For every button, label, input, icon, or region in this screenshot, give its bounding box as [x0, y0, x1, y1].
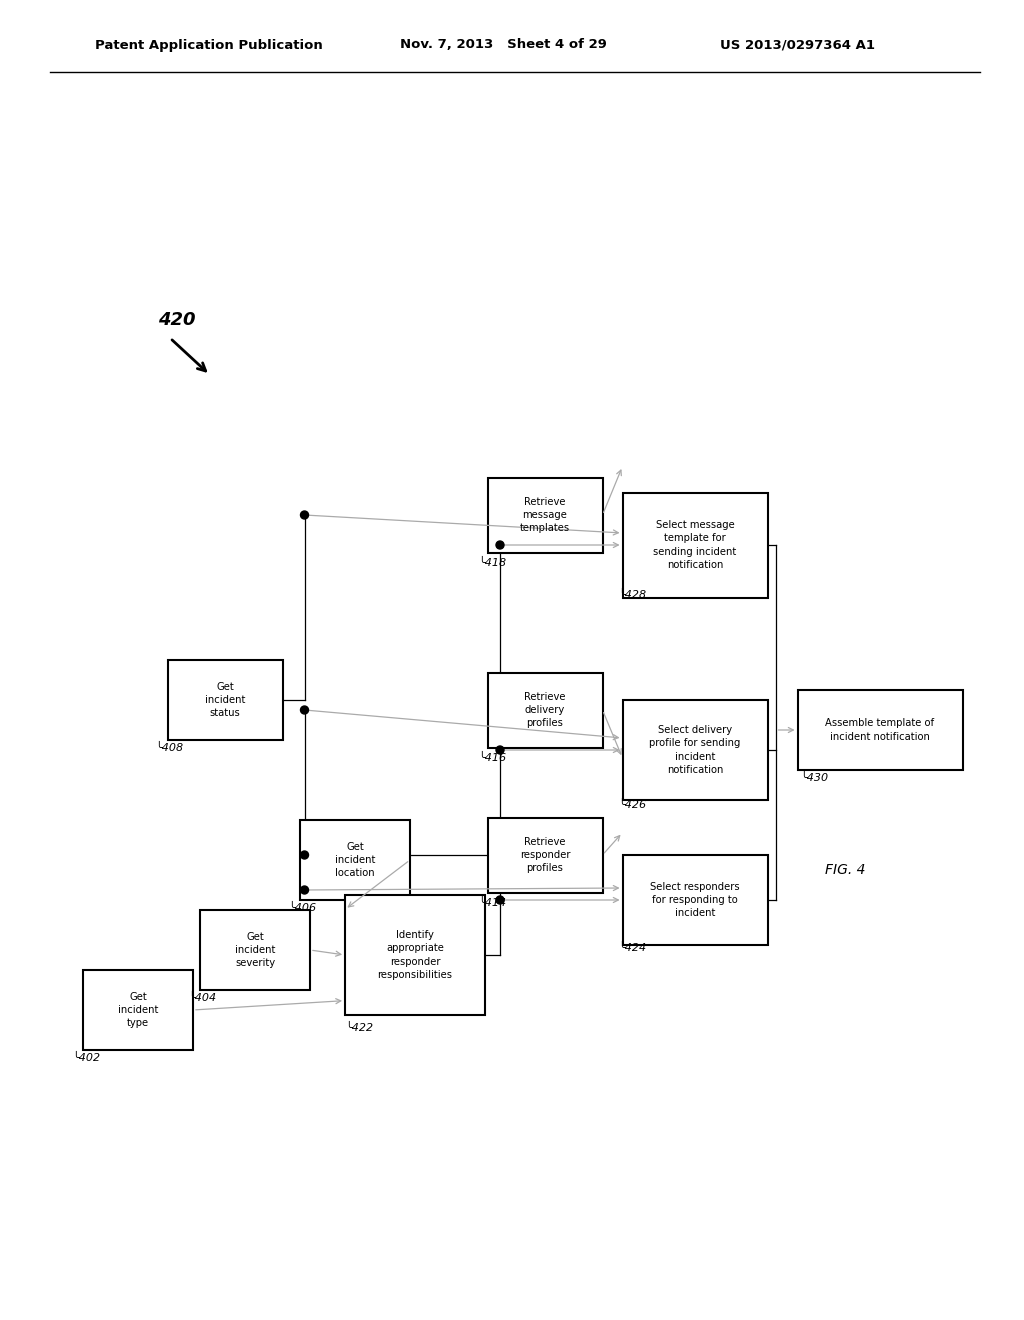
Text: Patent Application Publication: Patent Application Publication [95, 38, 323, 51]
Text: ╰430: ╰430 [800, 774, 828, 783]
Bar [487, 672, 602, 747]
Bar [798, 690, 963, 770]
Text: ╰426: ╰426 [618, 800, 646, 810]
Text: Get
incident
status: Get incident status [205, 682, 245, 718]
Circle shape [300, 851, 308, 859]
Bar [623, 700, 768, 800]
Circle shape [300, 511, 308, 519]
Circle shape [496, 896, 504, 904]
Text: Select responders
for responding to
incident: Select responders for responding to inci… [650, 882, 739, 919]
Bar [487, 817, 602, 892]
Bar [83, 970, 193, 1049]
Text: Retrieve
delivery
profiles: Retrieve delivery profiles [524, 692, 565, 729]
Text: ╰406: ╰406 [288, 903, 316, 913]
Text: Get
incident
severity: Get incident severity [234, 932, 275, 968]
Text: ╰416: ╰416 [478, 752, 506, 763]
Bar [200, 909, 310, 990]
Circle shape [300, 886, 308, 894]
Text: US 2013/0297364 A1: US 2013/0297364 A1 [720, 38, 874, 51]
Text: Identify
appropriate
responder
responsibilities: Identify appropriate responder responsib… [378, 931, 453, 979]
Circle shape [496, 746, 504, 754]
Text: ╰402: ╰402 [72, 1053, 100, 1063]
Text: ╰424: ╰424 [618, 942, 646, 953]
Text: Get
incident
type: Get incident type [118, 991, 158, 1028]
Bar [623, 855, 768, 945]
Bar [345, 895, 485, 1015]
Text: Retrieve
responder
profiles: Retrieve responder profiles [520, 837, 570, 874]
Circle shape [496, 541, 504, 549]
Circle shape [300, 706, 308, 714]
Text: Retrieve
message
templates: Retrieve message templates [520, 496, 570, 533]
Text: ╰404: ╰404 [188, 993, 216, 1003]
Bar [300, 820, 410, 900]
Text: ╰408: ╰408 [155, 743, 183, 752]
Bar [168, 660, 283, 741]
Text: Nov. 7, 2013   Sheet 4 of 29: Nov. 7, 2013 Sheet 4 of 29 [400, 38, 607, 51]
Bar [623, 492, 768, 598]
Text: ╰418: ╰418 [478, 558, 506, 568]
Text: Assemble template of
incident notification: Assemble template of incident notificati… [825, 718, 935, 742]
Text: ╰428: ╰428 [618, 590, 646, 601]
Text: 420: 420 [158, 312, 196, 329]
Text: Select delivery
profile for sending
incident
notification: Select delivery profile for sending inci… [649, 725, 740, 775]
Text: Get
incident
location: Get incident location [335, 842, 375, 878]
Text: FIG. 4: FIG. 4 [825, 863, 865, 876]
Text: Select message
template for
sending incident
notification: Select message template for sending inci… [653, 520, 736, 570]
Bar [487, 478, 602, 553]
Text: ╰414: ╰414 [478, 898, 506, 908]
Text: ╰422: ╰422 [345, 1023, 373, 1034]
